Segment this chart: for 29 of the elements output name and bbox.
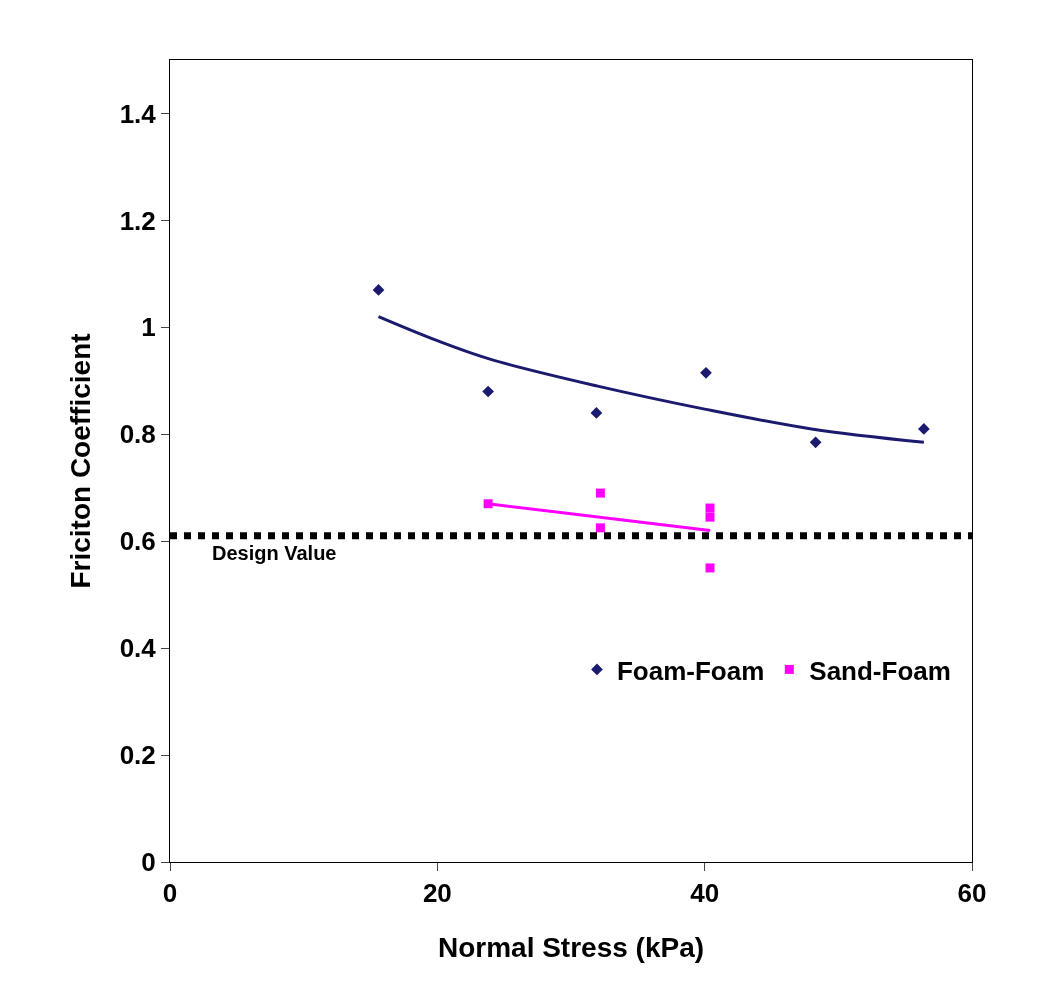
x-axis-title: Normal Stress (kPa) bbox=[437, 932, 705, 964]
x-tick-label: 0 bbox=[162, 878, 178, 909]
y-axis-title: Friciton Coefficient bbox=[65, 333, 97, 589]
x-tick-label: 20 bbox=[422, 878, 452, 909]
point bbox=[918, 423, 930, 435]
point bbox=[482, 385, 494, 398]
point bbox=[705, 503, 715, 513]
point bbox=[595, 523, 605, 533]
point bbox=[372, 284, 385, 296]
y-tick-label: 1.2 bbox=[119, 205, 156, 236]
point bbox=[700, 366, 712, 379]
point bbox=[809, 436, 822, 449]
x-tick-label: 60 bbox=[957, 878, 987, 909]
point bbox=[595, 488, 605, 498]
point bbox=[705, 512, 715, 522]
x-tick-label: 40 bbox=[690, 878, 720, 909]
y-tick-label: 0.8 bbox=[119, 419, 156, 450]
point bbox=[590, 407, 603, 419]
y-tick-label: 0.6 bbox=[119, 526, 156, 557]
y-tick-label: 0.4 bbox=[119, 633, 157, 664]
ref-line-label: Design Value bbox=[212, 542, 337, 564]
y-tick-label: 0 bbox=[141, 847, 156, 878]
legend-label: Foam-Foam bbox=[616, 655, 765, 686]
point bbox=[705, 563, 715, 573]
line-series bbox=[377, 315, 926, 444]
legend-label: Sand-Foam bbox=[809, 655, 951, 686]
y-tick-label: 0.2 bbox=[119, 740, 156, 771]
y-tick-label: 1.4 bbox=[119, 98, 157, 129]
y-tick-label: 1 bbox=[141, 312, 156, 343]
